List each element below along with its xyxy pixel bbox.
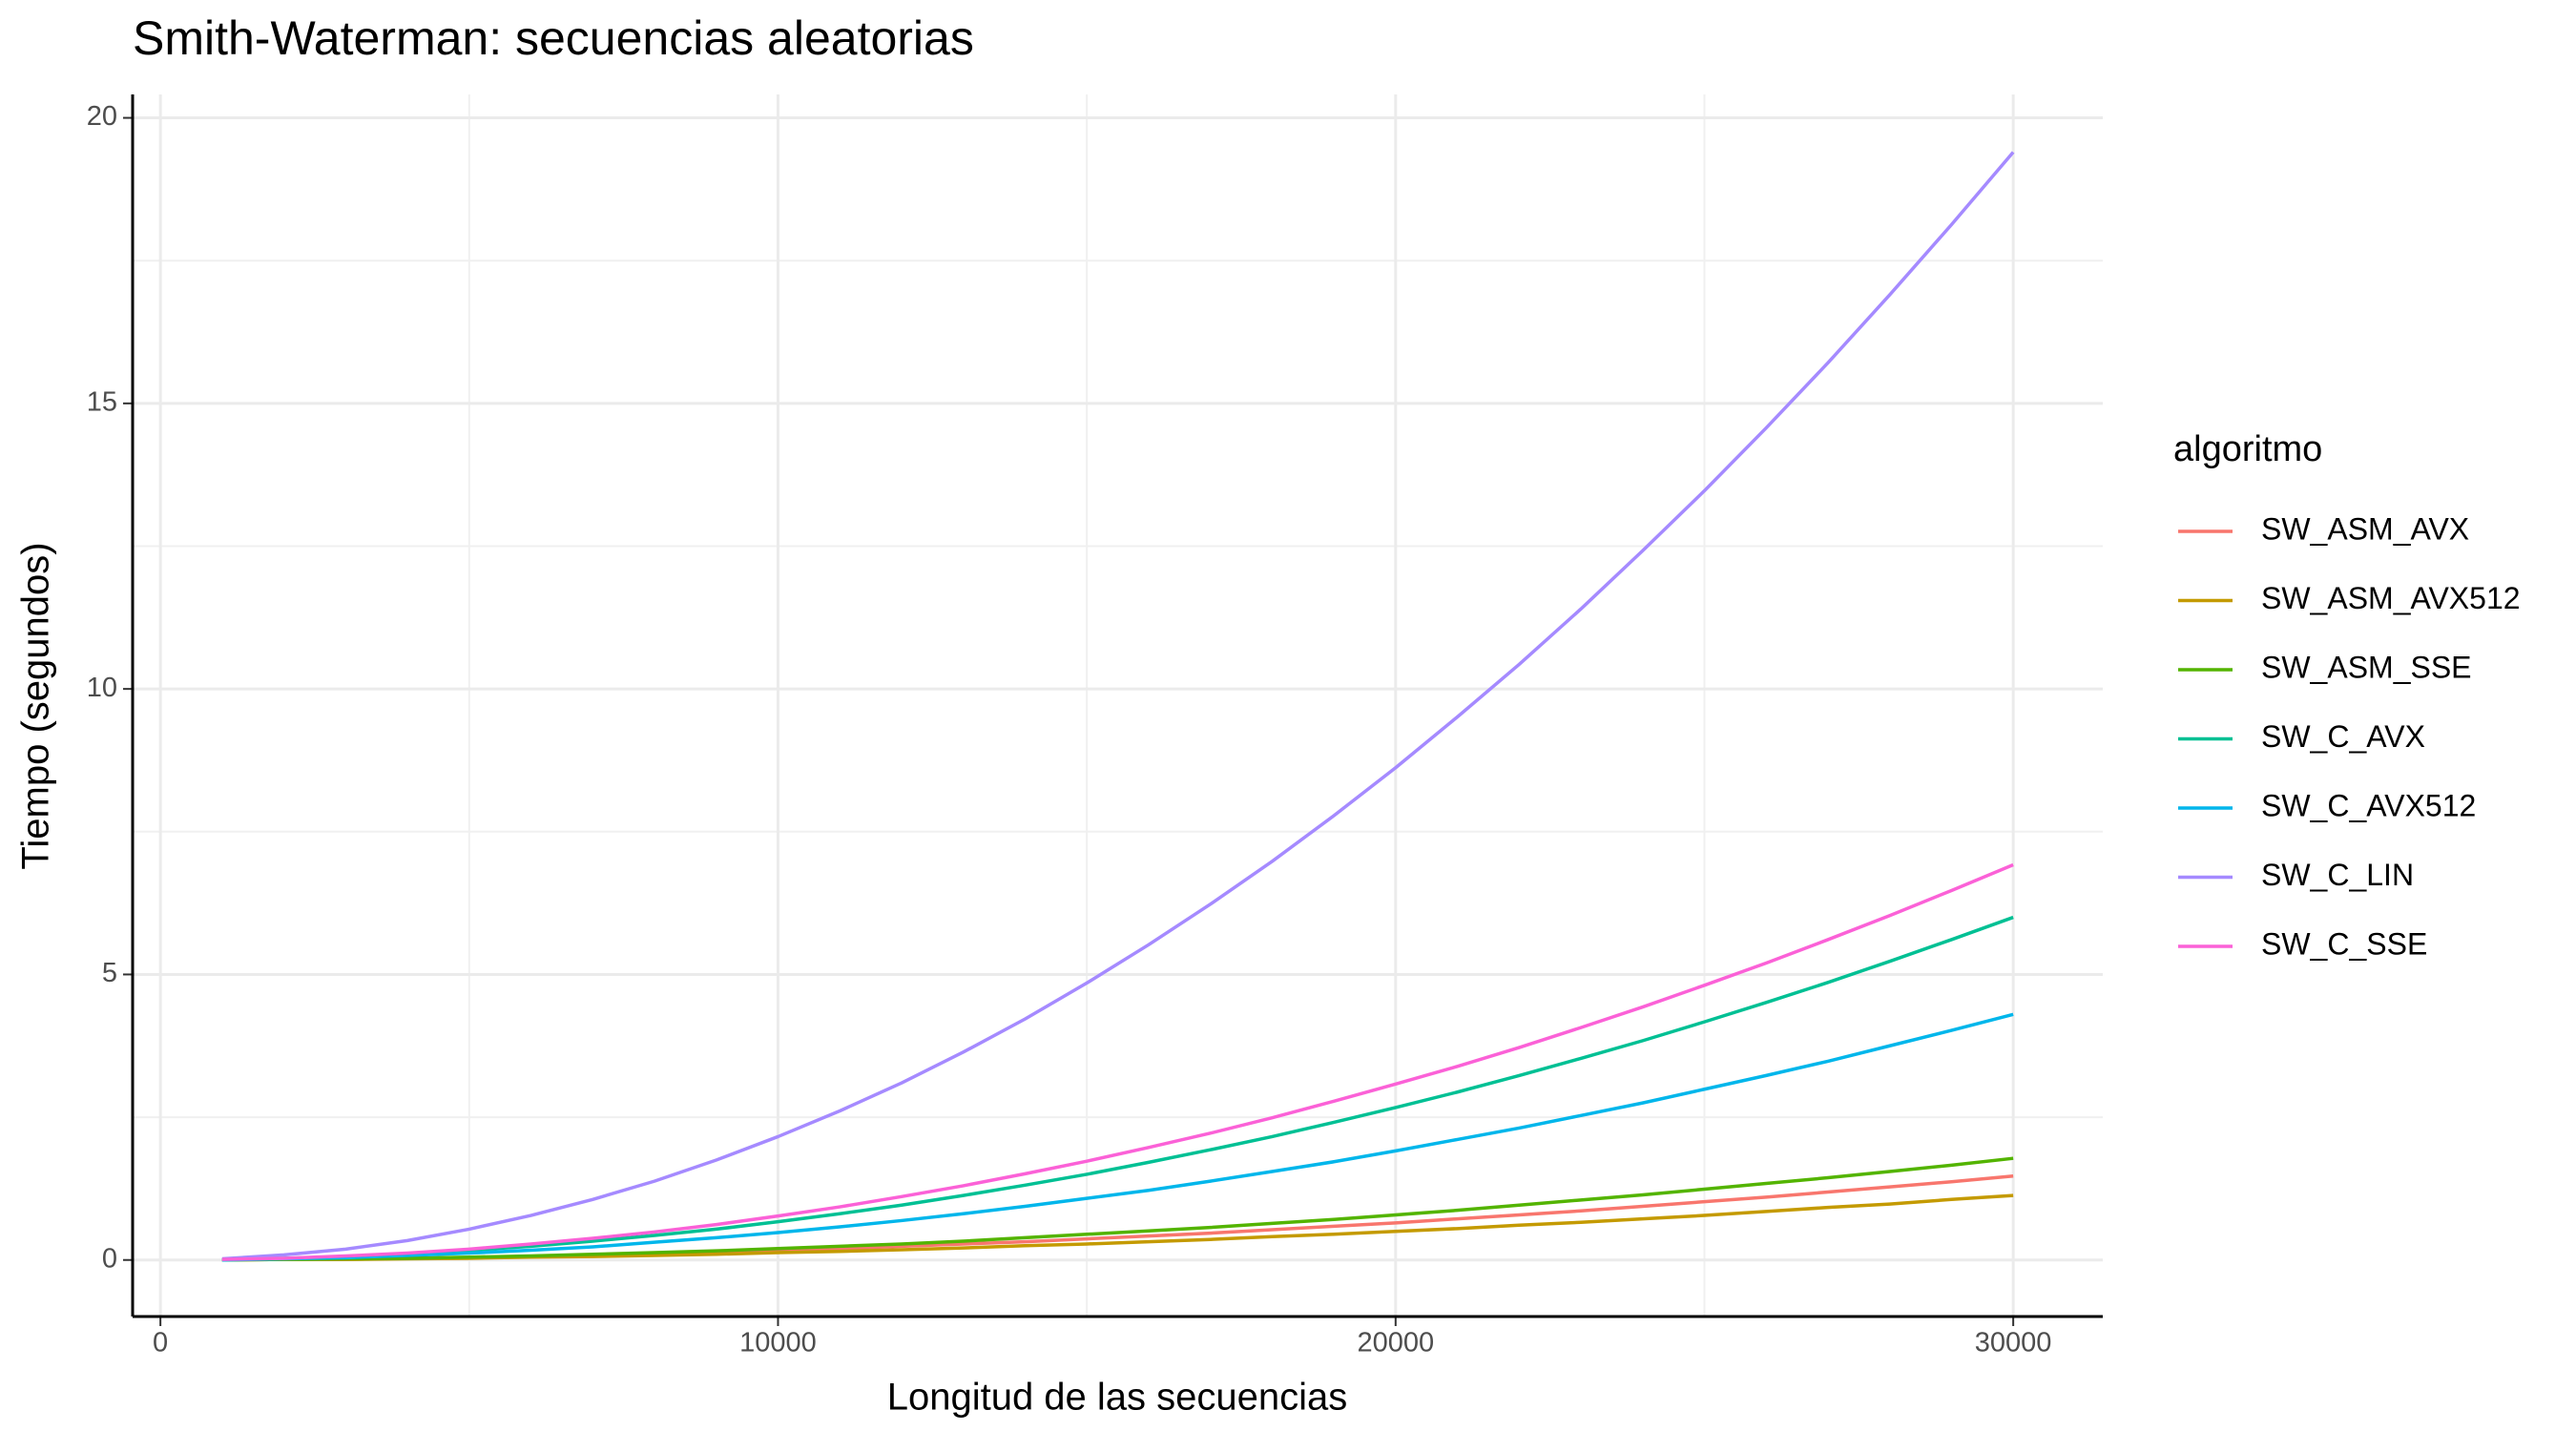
series-line (221, 151, 2015, 1261)
legend-label: SW_ASM_AVX (2261, 511, 2469, 546)
legend-label: SW_ASM_AVX512 (2261, 581, 2521, 615)
series-line (221, 862, 2014, 1261)
y-tick-label: 15 (87, 386, 117, 417)
x-tick-label: 10000 (739, 1328, 817, 1358)
legend-label: SW_C_LIN (2261, 858, 2414, 892)
x-tick-label: 20000 (1357, 1328, 1434, 1358)
legend-title: algoritmo (2173, 429, 2322, 469)
y-tick-label: 5 (102, 958, 117, 988)
legend-label: SW_C_AVX512 (2261, 788, 2476, 822)
chart-title: Smith-Waterman: secuencias aleatorias (133, 11, 974, 65)
series-line (221, 915, 2014, 1261)
x-tick-label: 0 (153, 1328, 168, 1358)
y-tick-label: 10 (87, 673, 117, 703)
y-axis-title: Tiempo (segundos) (15, 542, 57, 869)
x-axis-title: Longitud de las secuencias (887, 1377, 1348, 1419)
legend-label: SW_C_AVX (2261, 719, 2425, 754)
y-tick-label: 0 (102, 1243, 117, 1274)
legend-label: SW_ASM_SSE (2261, 650, 2472, 684)
series-line (221, 1012, 2014, 1262)
y-tick-label: 20 (87, 101, 117, 132)
legend-label: SW_C_SSE (2261, 926, 2427, 961)
x-tick-label: 30000 (1975, 1328, 2052, 1358)
series-line (221, 1156, 2014, 1262)
